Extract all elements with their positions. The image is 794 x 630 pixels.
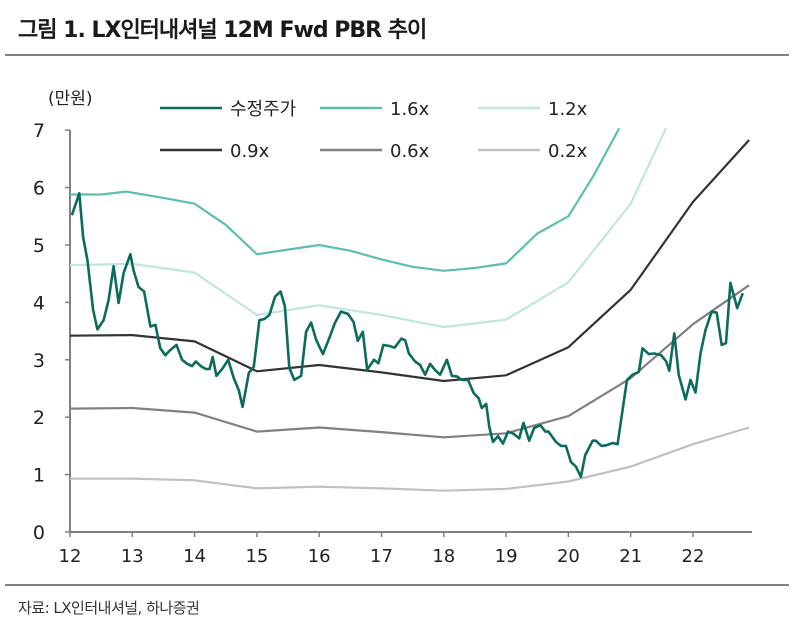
y-tick-label: 0 [33, 522, 45, 544]
y-tick-label: 6 [33, 178, 45, 200]
x-tick-label: 19 [495, 546, 518, 567]
series-line-0.2x [70, 426, 750, 492]
x-tick-label: 22 [682, 546, 705, 567]
series-line-0.9x [70, 139, 750, 383]
series-line-1.2x [70, 128, 668, 329]
x-tick-label: 21 [619, 546, 642, 567]
y-tick-label: 4 [33, 292, 45, 314]
legend-label: 수정주가 [230, 99, 296, 120]
source-note: 자료: LX인터내셔널, 하나증권 [18, 599, 200, 617]
y-tick-label: 3 [33, 350, 45, 372]
y-tick-label: 7 [33, 120, 45, 142]
x-tick-label: 13 [121, 546, 144, 567]
series-line-0.6x [70, 284, 750, 439]
x-tick-label: 18 [432, 546, 455, 567]
y-tick-label: 5 [33, 235, 45, 257]
y-axis-unit: (만원) [48, 89, 93, 109]
x-tick-label: 17 [370, 546, 393, 567]
x-tick-label: 20 [557, 546, 580, 567]
series-line-1.6x [70, 128, 621, 272]
series-line-수정주가 [70, 192, 745, 479]
x-tick-label: 12 [59, 546, 82, 567]
legend-label: 1.6x [390, 99, 430, 120]
top-divider [5, 54, 789, 56]
x-tick-label: 16 [308, 546, 331, 567]
y-tick-label: 2 [33, 407, 45, 429]
x-tick-label: 15 [245, 546, 268, 567]
legend-label: 0.6x [390, 141, 430, 162]
legend-label: 0.9x [230, 141, 270, 162]
bottom-divider [5, 584, 789, 586]
y-tick-label: 1 [33, 465, 45, 487]
chart-title: 그림 1. LX인터내셔널 12M Fwd PBR 추이 [18, 18, 427, 43]
x-tick-label: 14 [183, 546, 206, 567]
legend-label: 1.2x [548, 99, 588, 120]
legend-label: 0.2x [548, 141, 588, 162]
